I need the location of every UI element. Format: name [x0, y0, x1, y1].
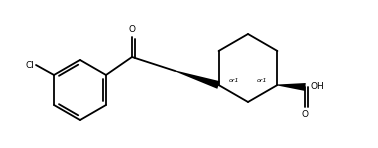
- Polygon shape: [277, 83, 306, 91]
- Text: O: O: [302, 110, 309, 119]
- Text: or1: or1: [229, 78, 239, 82]
- Text: or1: or1: [257, 78, 268, 82]
- Polygon shape: [175, 71, 220, 89]
- Text: O: O: [129, 25, 135, 34]
- Text: OH: OH: [310, 82, 324, 90]
- Text: Cl: Cl: [25, 61, 34, 70]
